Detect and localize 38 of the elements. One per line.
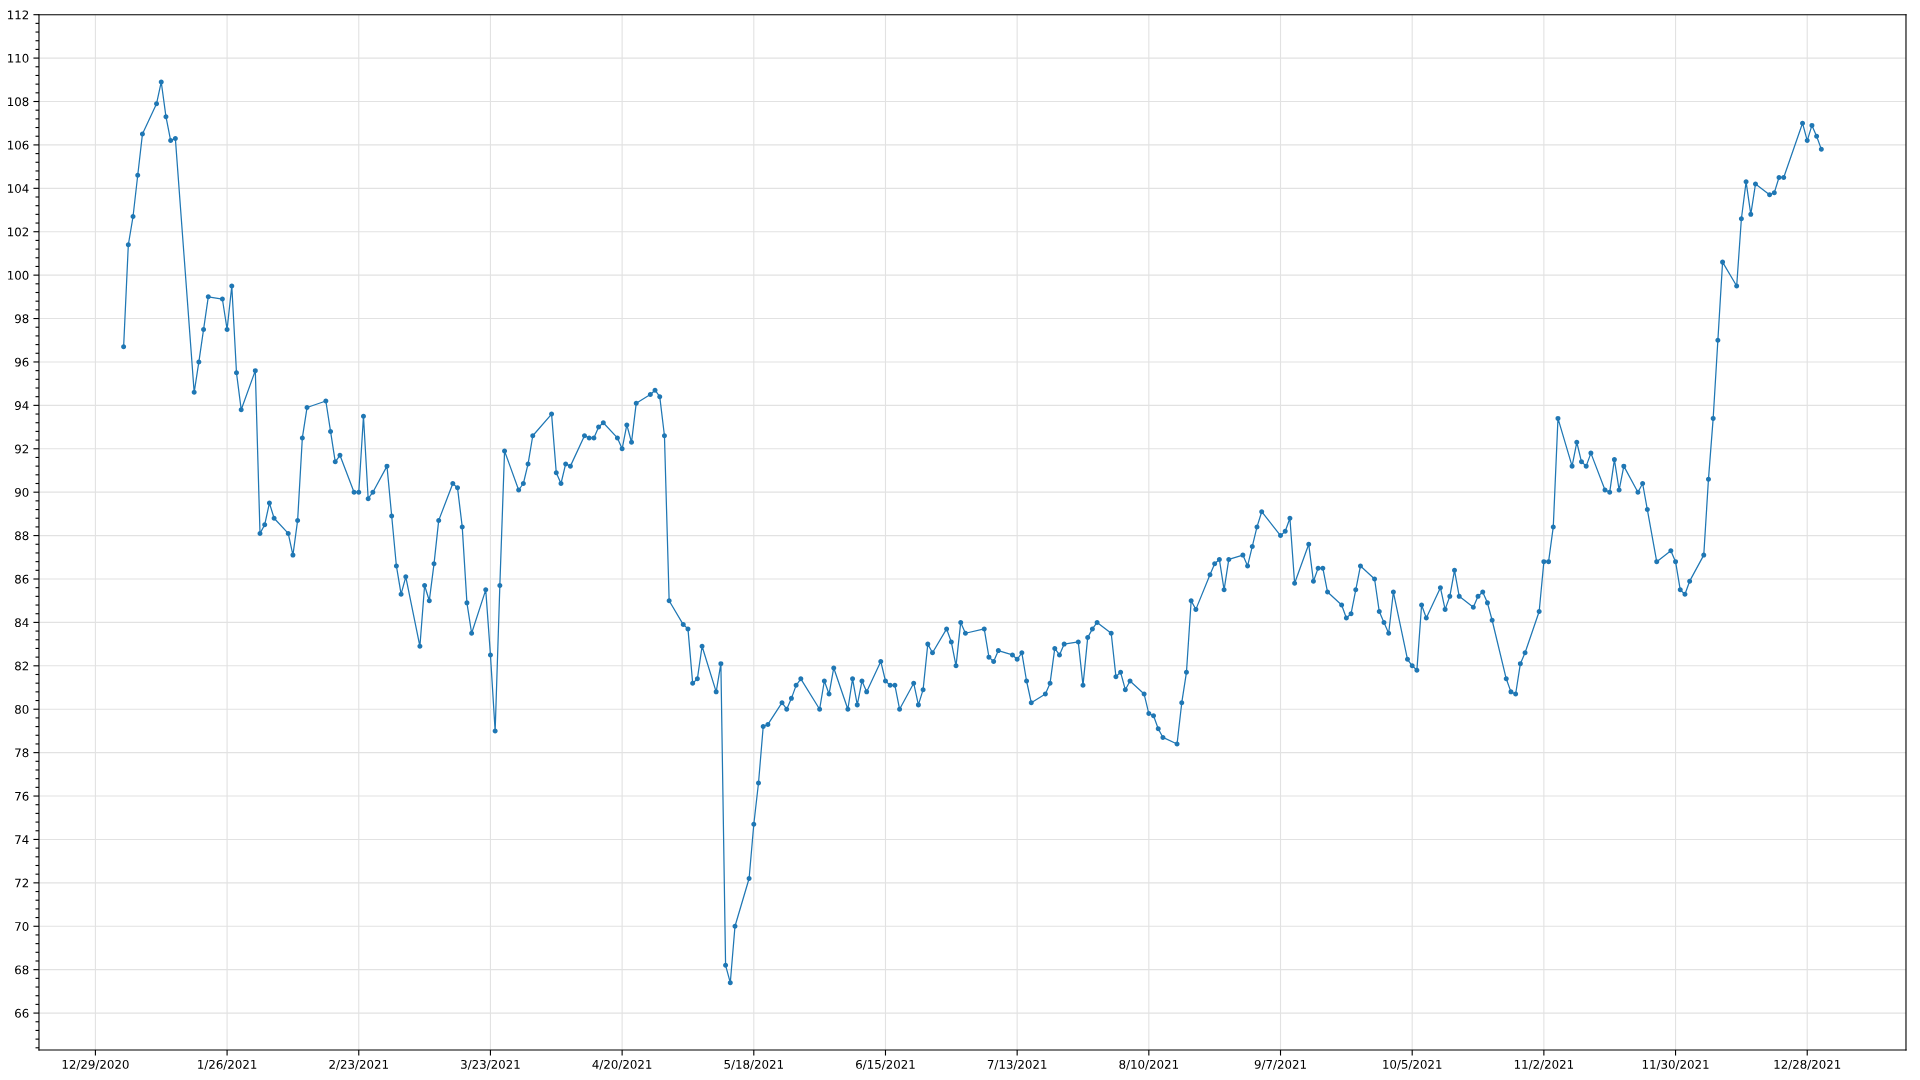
- x-tick-label: 9/7/2021: [1254, 1059, 1306, 1070]
- y-tick-label: 74: [15, 835, 29, 844]
- x-tick-label: 7/13/2021: [987, 1059, 1047, 1070]
- y-tick-label: 98: [14, 314, 29, 324]
- y-tick-label: 94: [14, 401, 29, 411]
- y-tick-label: 86: [15, 574, 29, 584]
- y-tick-label: 110: [8, 53, 29, 63]
- y-tick-label: 70: [15, 921, 29, 931]
- y-tick-label: 102: [8, 227, 29, 237]
- y-tick-label: 66: [15, 1008, 29, 1018]
- y-tick-label: 104: [8, 184, 29, 193]
- x-tick-label: 10/5/2021: [1383, 1059, 1442, 1070]
- y-tick-label: 72: [15, 878, 29, 888]
- y-tick-label: 108: [8, 97, 29, 107]
- y-tick-label: 76: [15, 791, 29, 801]
- y-tick-label: 80: [15, 704, 29, 714]
- x-tick-label: 5/18/2021: [724, 1059, 783, 1070]
- y-tick-label: 78: [15, 748, 29, 758]
- y-tick-label: 90: [14, 487, 29, 497]
- y-tick-label: 68: [15, 965, 29, 975]
- y-tick-label: 106: [8, 140, 29, 150]
- y-tick-label: 88: [15, 531, 29, 541]
- y-tick-label: 96: [14, 357, 29, 367]
- y-tick-label: 84: [15, 618, 29, 628]
- x-tick-label: 1/26/2021: [198, 1059, 257, 1070]
- x-tick-label: 6/15/2021: [856, 1059, 915, 1070]
- x-tick-label: 12/29/2020: [62, 1059, 129, 1070]
- x-tick-label: 4/20/2021: [592, 1059, 652, 1070]
- y-tick-label: 100: [8, 270, 29, 280]
- x-tick-label: 2/23/2021: [329, 1059, 388, 1070]
- x-tick-label: 11/2/2021: [1514, 1059, 1574, 1070]
- y-tick-label: 82: [15, 661, 29, 671]
- x-tick-label: 8/10/2021: [1119, 1059, 1179, 1070]
- x-tick-label: 11/30/2021: [1642, 1059, 1709, 1070]
- y-tick-label: 112: [8, 10, 29, 20]
- y-tick-label: 92: [14, 444, 29, 454]
- x-tick-label: 3/23/2021: [461, 1059, 520, 1070]
- x-tick-label: 12/28/2021: [1774, 1059, 1841, 1070]
